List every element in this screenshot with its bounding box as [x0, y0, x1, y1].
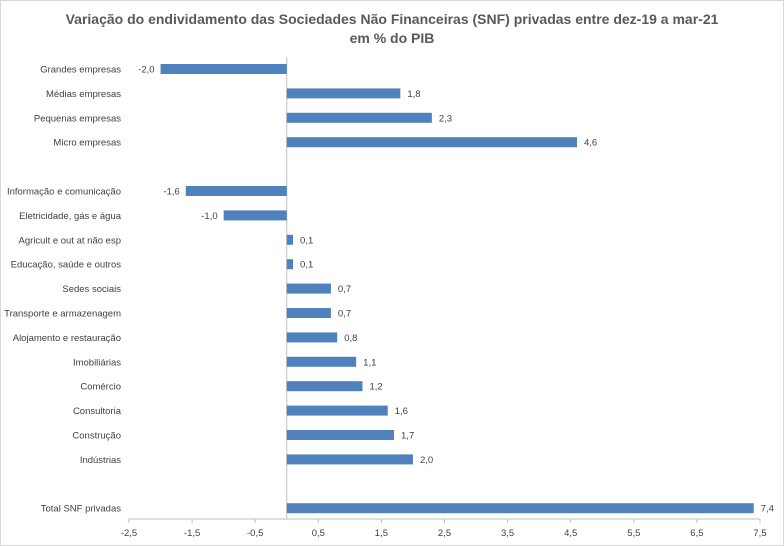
- bar: [286, 405, 388, 416]
- bar: [286, 88, 401, 99]
- bar: [223, 210, 287, 221]
- data-label: 0,8: [344, 333, 357, 344]
- x-tick-label: -1,5: [184, 528, 200, 539]
- bar: [286, 503, 754, 514]
- category-label: Alojamento e restauração: [13, 333, 121, 344]
- bar: [286, 430, 395, 440]
- category-label: Comércio: [80, 382, 121, 393]
- category-label: Construção: [72, 431, 121, 442]
- bar: [286, 283, 331, 294]
- category-label: Grandes empresas: [40, 65, 121, 76]
- data-label: 1,2: [369, 382, 382, 393]
- chart-title: Variação do endividamento das Sociedades…: [65, 11, 719, 27]
- x-tick-label: -0,5: [247, 528, 263, 539]
- data-label: -2,0: [138, 65, 154, 76]
- data-label: 2,3: [439, 113, 452, 124]
- data-label: 0,1: [300, 235, 313, 246]
- category-label: Pequenas empresas: [34, 113, 121, 124]
- category-label: Educação, saúde e outros: [11, 260, 122, 271]
- x-tick-label: 2,5: [438, 528, 451, 539]
- bar: [286, 112, 432, 123]
- category-label: Agricult e out at não esp: [19, 235, 121, 246]
- x-tick-label: -2,5: [121, 528, 137, 539]
- x-tick-label: 7,5: [753, 528, 766, 539]
- bar: [286, 454, 413, 465]
- data-label: 0,7: [338, 309, 351, 320]
- x-tick-label: 4,5: [564, 528, 577, 539]
- x-tick-label: 0,5: [312, 528, 325, 539]
- bar: [160, 64, 287, 74]
- data-label: 7,4: [761, 504, 774, 515]
- category-label: Sedes sociais: [62, 284, 121, 295]
- data-label: 2,0: [420, 455, 433, 466]
- category-label: Eletricidade, gás e água: [19, 211, 122, 222]
- bar: [286, 381, 363, 392]
- x-tick-label: 6,5: [690, 528, 703, 539]
- x-tick-label: 1,5: [375, 528, 388, 539]
- data-label: -1,0: [201, 211, 217, 222]
- category-label: Informação e comunicação: [7, 187, 121, 198]
- data-label: 0,1: [300, 260, 313, 271]
- data-label: 1,1: [363, 357, 376, 368]
- category-label: Transporte e armazenagem: [4, 309, 121, 320]
- bar: [286, 137, 578, 148]
- bar: [286, 308, 331, 318]
- category-label: Total SNF privadas: [41, 504, 122, 515]
- category-label: Imobiliárias: [73, 357, 121, 368]
- data-label: 1,6: [395, 406, 408, 417]
- bar: [185, 186, 287, 196]
- category-label: Médias empresas: [46, 89, 121, 100]
- chart-subtitle: em % do PIB: [349, 30, 435, 46]
- bar: [286, 356, 357, 367]
- category-label: Micro empresas: [53, 138, 121, 149]
- category-label: Consultoria: [73, 406, 122, 417]
- data-label: 0,7: [338, 284, 351, 295]
- x-tick-label: 3,5: [501, 528, 514, 539]
- category-label: Indústrias: [80, 455, 121, 466]
- data-label: 1,8: [407, 89, 420, 100]
- data-label: -1,6: [163, 187, 179, 198]
- bar: [286, 234, 294, 245]
- bar: [286, 332, 338, 343]
- data-label: 1,7: [401, 431, 414, 442]
- x-tick-label: 5,5: [627, 528, 640, 539]
- bar: [286, 259, 294, 270]
- data-label: 4,6: [584, 138, 597, 149]
